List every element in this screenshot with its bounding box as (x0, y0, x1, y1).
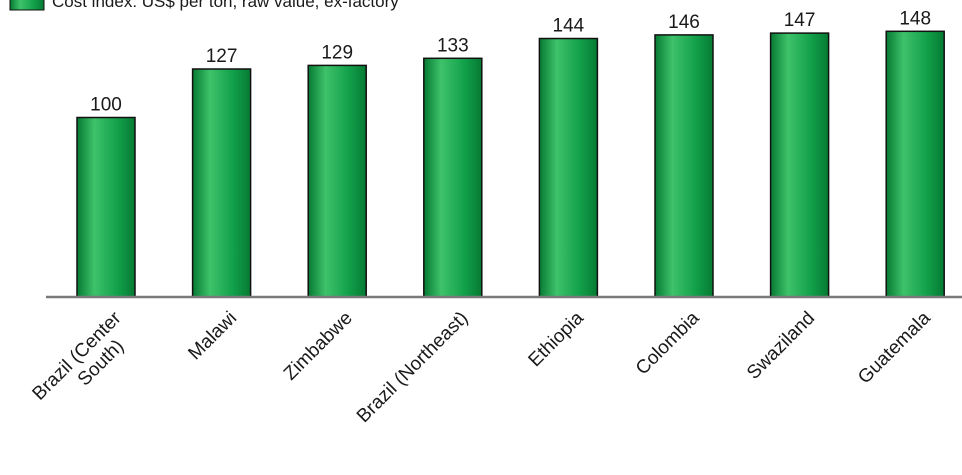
category-label: Guatemala (854, 307, 935, 388)
bar-value-label: 133 (437, 35, 469, 56)
bar (538, 37, 599, 298)
bar-value-label: 127 (206, 46, 238, 67)
legend-label: Cost index: US$ per ton, raw value, ex-f… (52, 0, 399, 11)
category-label-line: Zimbabwe (280, 308, 357, 385)
bars-group (76, 30, 945, 298)
value-labels-group: 100 127 129 133 144 146 147 148 (90, 8, 931, 115)
category-label-line: Guatemala (854, 307, 935, 388)
category-label-line: Malawi (184, 308, 241, 365)
bar-value-label: 146 (668, 12, 700, 33)
bar (885, 30, 945, 298)
bar-value-label: 144 (553, 16, 585, 37)
category-label: Brazil (CenterSouth) (29, 307, 142, 420)
category-label: Brazil (Northeast) (353, 308, 472, 427)
legend: Cost index: US$ per ton, raw value, ex-f… (9, 0, 399, 11)
bar-value-label: 147 (784, 10, 816, 31)
bar-value-label: 148 (899, 8, 931, 29)
bar (769, 32, 830, 298)
bar-value-label: 100 (90, 95, 122, 116)
category-label-line: Ethiopia (525, 307, 589, 371)
bar (307, 64, 367, 298)
category-label-line: Colombia (632, 307, 704, 379)
legend-swatch (9, 0, 45, 11)
bar (76, 116, 136, 298)
bar (654, 34, 714, 298)
category-label: Swaziland (743, 308, 819, 384)
category-label-line: Swaziland (743, 308, 819, 384)
category-label-line: Brazil (Northeast) (353, 308, 472, 427)
category-labels-group: Brazil (CenterSouth) Malawi ZimbabweBrazil… (29, 307, 935, 427)
category-label: Ethiopia (525, 307, 589, 371)
bar (191, 68, 252, 298)
bar-value-label: 129 (321, 42, 353, 63)
category-label: Colombia (632, 307, 704, 379)
category-label: Zimbabwe (280, 308, 357, 385)
category-label: Malawi (184, 308, 241, 365)
bar (423, 57, 483, 298)
